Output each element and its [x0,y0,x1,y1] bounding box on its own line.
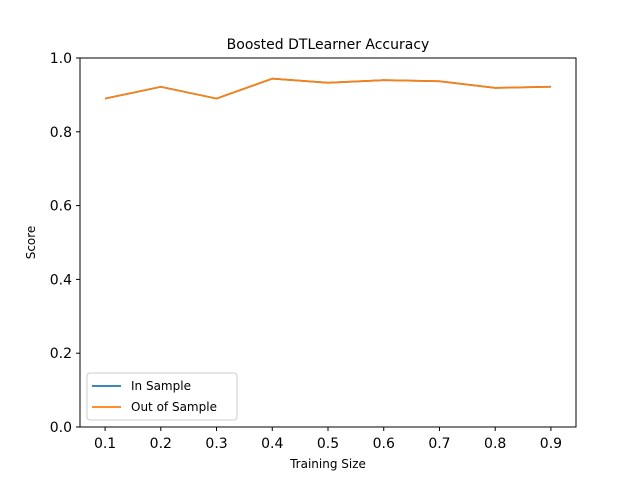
series-line-out-of-sample [104,77,551,100]
x-tick-label: 0.8 [484,436,506,452]
x-tick-label: 0.6 [373,436,395,452]
y-tick-label: 0.6 [50,199,72,215]
legend: In Sample Out of Sample [86,372,238,421]
x-tick-label: 0.3 [205,436,227,452]
y-tick-label: 0.4 [50,272,72,288]
x-axis-label: Training Size [289,457,366,471]
y-tick-label: 0.2 [50,346,72,362]
x-tick-label: 0.2 [150,436,172,452]
chart-title: Boosted DTLearner Accuracy [227,37,430,53]
legend-label: In Sample [131,379,191,393]
x-tick-label: 0.7 [428,436,450,452]
legend-label: Out of Sample [131,400,217,414]
y-tick-label: 1.0 [50,51,72,67]
legend-box [86,372,238,421]
y-tick-label: 0.0 [50,420,72,436]
x-tick-label: 0.5 [317,436,339,452]
y-tick-label: 0.8 [50,125,72,141]
plot-area [104,77,551,100]
y-axis: 0.0 0.2 0.4 0.6 0.8 1.0 [50,51,80,436]
x-tick-label: 0.4 [261,436,283,452]
x-tick-label: 0.9 [540,436,562,452]
x-axis: 0.1 0.2 0.3 0.4 0.5 0.6 0.7 0.8 0.9 [94,427,562,452]
y-axis-label: Score [24,226,38,260]
x-tick-label: 0.1 [94,436,116,452]
